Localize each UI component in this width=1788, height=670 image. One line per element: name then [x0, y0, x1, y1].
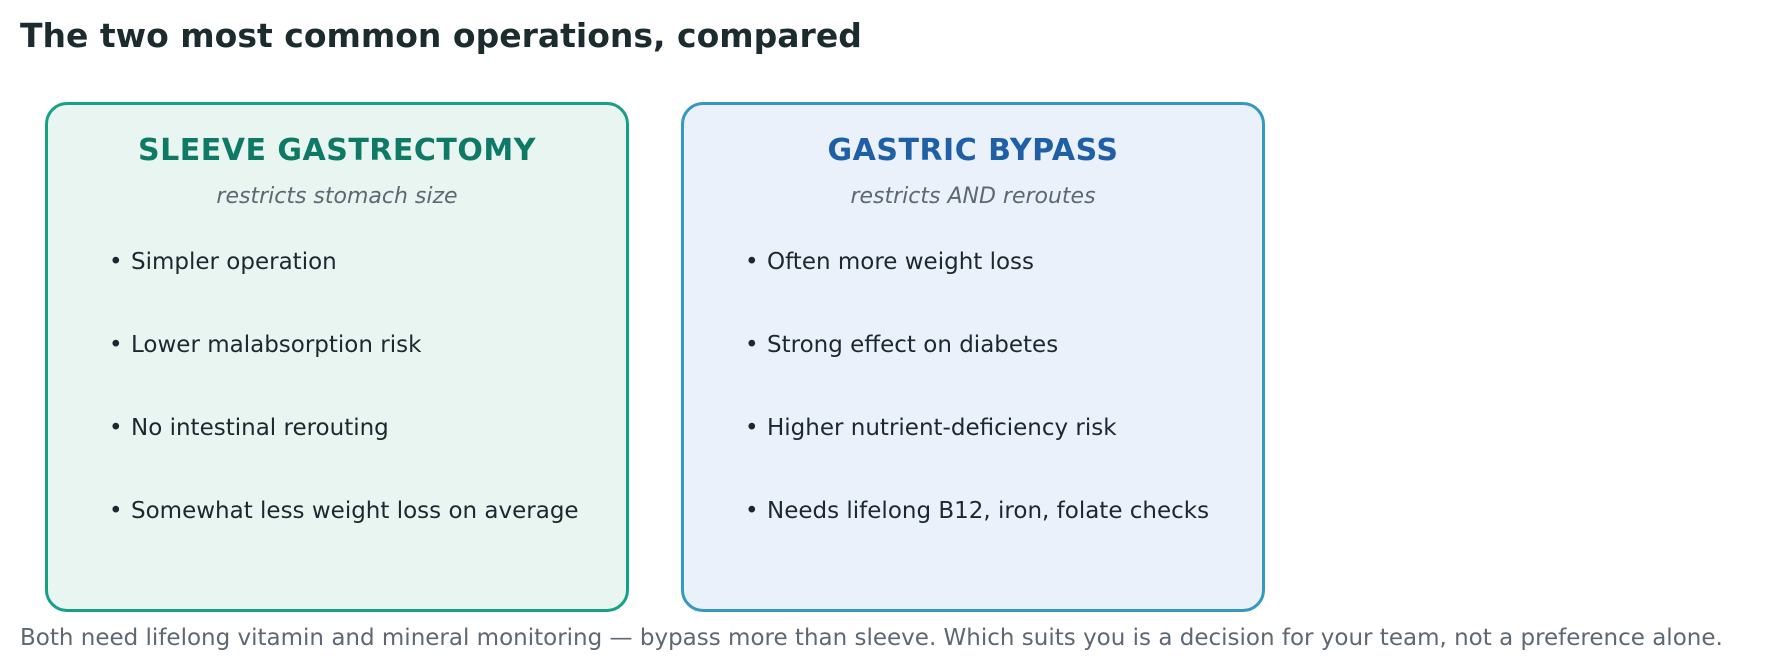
bullet-icon: •	[745, 332, 759, 358]
bullet-list: • Often more weight loss • Strong effect o…	[745, 245, 1209, 577]
card-title: SLEEVE GASTRECTOMY	[138, 133, 536, 168]
list-item: • Needs lifelong B12, iron, folate checks	[745, 494, 1209, 577]
page-title: The two most common operations, compared	[20, 16, 862, 55]
list-item-text: No intestinal rerouting	[131, 415, 389, 441]
footnote: Both need lifelong vitamin and mineral m…	[20, 625, 1723, 651]
card-title: GASTRIC BYPASS	[827, 133, 1119, 168]
bullet-list: • Simpler operation • Lower malabsorption …	[109, 245, 579, 577]
list-item-text: Simpler operation	[131, 249, 337, 275]
bullet-icon: •	[745, 415, 759, 441]
list-item-text: Somewhat less weight loss on average	[131, 498, 579, 524]
list-item: • Lower malabsorption risk	[109, 328, 579, 411]
bullet-icon: •	[109, 249, 123, 275]
list-item-text: Higher nutrient-deficiency risk	[767, 415, 1117, 441]
list-item: • No intestinal rerouting	[109, 411, 579, 494]
list-item: • Simpler operation	[109, 245, 579, 328]
bullet-icon: •	[745, 498, 759, 524]
bullet-icon: •	[109, 332, 123, 358]
list-item: • Strong effect on diabetes	[745, 328, 1209, 411]
card-subtitle: restricts AND reroutes	[850, 184, 1096, 209]
list-item-text: Needs lifelong B12, iron, folate checks	[767, 498, 1210, 524]
list-item: • Somewhat less weight loss on average	[109, 494, 579, 577]
gastric-bypass-card: GASTRIC BYPASS restricts AND reroutes • O…	[681, 102, 1265, 612]
list-item-text: Often more weight loss	[767, 249, 1035, 275]
list-item: • Higher nutrient-deficiency risk	[745, 411, 1209, 494]
list-item-text: Strong effect on diabetes	[767, 332, 1059, 358]
sleeve-gastrectomy-card: SLEEVE GASTRECTOMY restricts stomach siz…	[45, 102, 629, 612]
list-item: • Often more weight loss	[745, 245, 1209, 328]
list-item-text: Lower malabsorption risk	[131, 332, 422, 358]
bullet-icon: •	[109, 415, 123, 441]
card-subtitle: restricts stomach size	[216, 184, 458, 209]
bullet-icon: •	[745, 249, 759, 275]
bullet-icon: •	[109, 498, 123, 524]
